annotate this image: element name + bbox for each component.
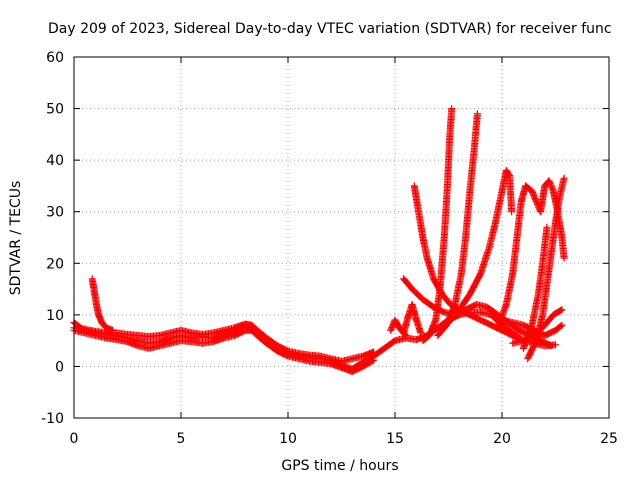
grid-lines — [74, 57, 609, 418]
chart-title: Day 209 of 2023, Sidereal Day-to-day VTE… — [48, 21, 612, 37]
y-tick-label: 20 — [46, 256, 64, 272]
x-tick-label: 20 — [493, 431, 511, 447]
marker-path — [494, 182, 544, 332]
series-tail-b — [400, 301, 425, 337]
y-tick-label: 40 — [46, 153, 64, 169]
series-peak-38 — [445, 167, 516, 327]
x-tick-label: 5 — [177, 431, 186, 447]
marker-path — [445, 167, 516, 327]
y-axis-label: SDTVAR / TECUs — [8, 181, 24, 296]
x-tick-label: 15 — [386, 431, 404, 447]
series-peak-35 — [494, 182, 544, 332]
series-dip — [487, 311, 544, 345]
marker-path — [400, 301, 425, 337]
x-tick-label: 25 — [600, 431, 618, 447]
series-rise-36 — [524, 174, 568, 363]
x-axis-label: GPS time / hours — [281, 458, 398, 474]
y-tick-label: 0 — [55, 359, 64, 375]
x-axis-ticks: 0 5 10 15 20 25 — [70, 57, 618, 447]
y-tick-label: 30 — [46, 205, 64, 221]
y-axis-ticks: -10 0 10 20 30 40 50 60 — [41, 50, 609, 427]
marker-path — [487, 311, 544, 345]
series-early-spike — [88, 275, 116, 334]
y-tick-label: -10 — [41, 411, 64, 427]
y-tick-label: 50 — [46, 102, 64, 118]
y-tick-label: 60 — [46, 50, 64, 66]
x-tick-label: 0 — [70, 431, 79, 447]
data-points — [70, 105, 568, 376]
x-tick-label: 10 — [279, 431, 297, 447]
plot-frame — [73, 56, 610, 419]
y-tick-label: 10 — [46, 308, 64, 324]
marker-path — [88, 275, 116, 334]
marker-path — [524, 174, 568, 363]
